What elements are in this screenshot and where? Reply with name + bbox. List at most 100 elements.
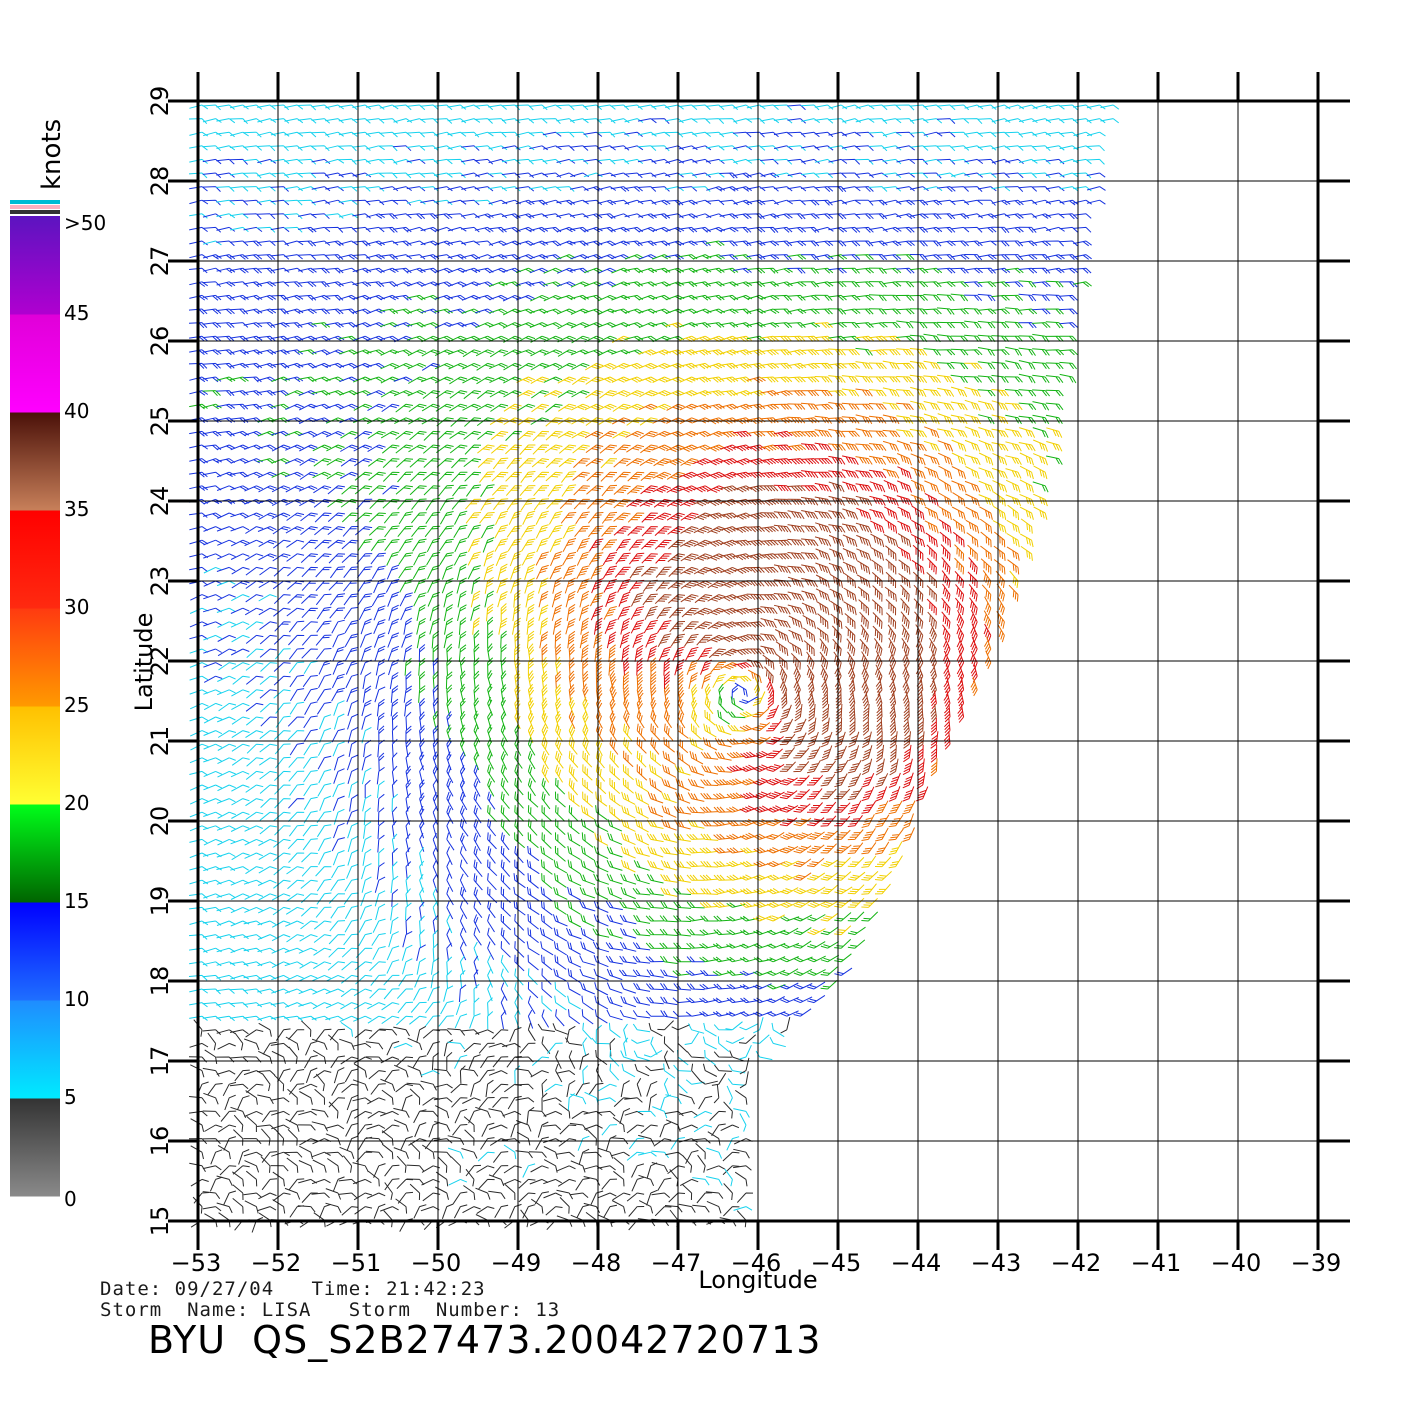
wind-barb (564, 1037, 583, 1046)
wind-barb (597, 322, 617, 328)
wind-barb (325, 430, 345, 438)
wind-barb (828, 199, 848, 205)
wind-barb (957, 676, 965, 696)
wind-barb (828, 131, 848, 137)
wind-barb (938, 465, 953, 480)
wind-barb (420, 199, 440, 205)
wind-barb (316, 824, 332, 838)
wind-barb (579, 900, 596, 912)
wind-barb (599, 390, 617, 399)
wind-barb (766, 677, 774, 697)
wind-barb (474, 172, 494, 178)
wind-barb (467, 537, 481, 553)
wind-barb (352, 390, 372, 396)
wind-barb (992, 520, 1007, 534)
wind-barb (557, 349, 577, 357)
wind-barb (681, 607, 699, 618)
wind-barb (379, 226, 398, 233)
wind-barb (869, 322, 888, 328)
wind-barb (397, 1001, 414, 1014)
wind-barb (855, 375, 874, 383)
wind-barb (316, 1028, 332, 1041)
wind-barb (609, 1063, 620, 1081)
wind-barb (345, 1122, 359, 1137)
wind-barb (202, 1029, 222, 1035)
wind-barb (416, 957, 426, 975)
wind-barb (623, 1037, 629, 1057)
wind-barb (284, 1151, 303, 1158)
wind-barb (820, 843, 837, 854)
wind-barb (331, 864, 345, 879)
wind-barb (491, 1029, 509, 1040)
wind-barb (1018, 213, 1038, 219)
wind-barb (1073, 254, 1092, 260)
wind-barb (271, 1110, 290, 1116)
wind-barb (574, 525, 590, 538)
wind-barb (1018, 389, 1037, 397)
wind-barb (552, 914, 568, 927)
wind-barb (843, 601, 857, 616)
wind-barb (654, 526, 672, 536)
wind-barb (1073, 281, 1092, 288)
wind-barb (218, 1124, 237, 1133)
wind-barb (753, 805, 773, 813)
wind-barb (569, 104, 589, 111)
wind-barb (950, 322, 969, 329)
wind-barb (500, 603, 507, 622)
wind-barb (458, 984, 467, 1003)
wind-barb (1045, 362, 1064, 370)
wind-barb (244, 539, 264, 547)
wind-barb (869, 335, 888, 342)
wind-barb (801, 131, 820, 138)
wind-barb (719, 444, 739, 452)
wind-barb (667, 594, 686, 604)
wind-barb (526, 900, 540, 916)
wind-barb (923, 240, 942, 247)
wind-barb (611, 349, 631, 355)
wind-barb (506, 498, 522, 511)
wind-barb (382, 471, 400, 482)
wind-barb (361, 767, 372, 785)
wind-barb (583, 158, 603, 165)
wind-barb (329, 920, 346, 932)
wind-barb (736, 1210, 747, 1228)
wind-barb (978, 494, 994, 507)
wind-barb (820, 926, 839, 936)
wind-barb (719, 553, 739, 561)
wind-barb (594, 982, 609, 996)
wind-barb (494, 524, 509, 539)
wind-barb (257, 362, 277, 369)
wind-barb (398, 511, 413, 525)
wind-barb (1018, 293, 1037, 302)
wind-barb (339, 1146, 355, 1159)
wind-barb (1045, 455, 1063, 465)
wind-barb (301, 594, 318, 604)
wind-barb (868, 281, 887, 288)
wind-barb (333, 713, 345, 730)
wind-barb (271, 1050, 286, 1064)
y-tick-label: 17 (146, 1046, 174, 1077)
wind-barb (1059, 131, 1079, 138)
wind-barb (936, 145, 956, 152)
wind-barb (246, 689, 264, 699)
wind-barb (358, 932, 373, 947)
wind-barb (634, 1063, 650, 1077)
wind-barb (371, 565, 386, 579)
wind-barb (665, 172, 684, 178)
wind-barb (668, 1192, 686, 1203)
wind-barb (257, 906, 277, 914)
wind-barb (561, 471, 577, 483)
wind-barb (272, 1192, 291, 1202)
wind-barb (977, 226, 997, 233)
wind-barb (817, 613, 829, 629)
wind-barb (297, 118, 317, 124)
wind-barb (514, 778, 524, 796)
wind-barb (315, 1073, 325, 1092)
wind-barb (1018, 415, 1037, 424)
wind-barb (473, 751, 480, 771)
wind-barb (273, 662, 291, 672)
wind-barb (488, 294, 508, 301)
wind-barb (535, 551, 549, 566)
wind-barb (861, 745, 873, 762)
wind-barb (993, 545, 1006, 561)
